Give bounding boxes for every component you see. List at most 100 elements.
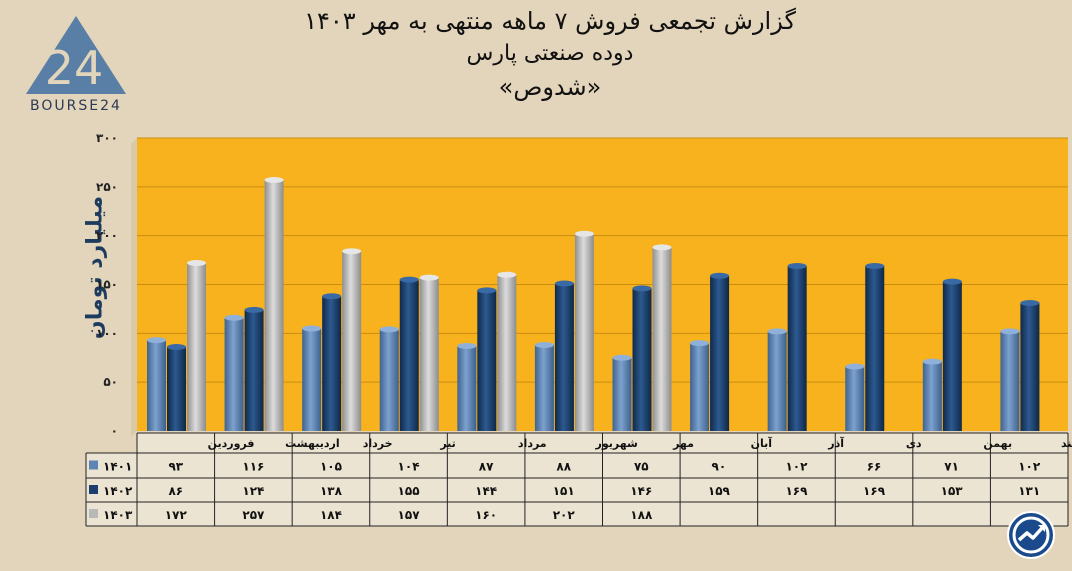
data-label: ۱۳۱ — [1018, 484, 1040, 498]
bar-1-3 — [399, 279, 419, 431]
data-label: ۱۶۹ — [863, 484, 886, 498]
bar-top-0-8 — [767, 328, 787, 335]
legend-swatch — [89, 485, 98, 494]
category-label: شهریور — [595, 437, 638, 450]
bar-top-1-0 — [167, 344, 186, 351]
bar-2-2 — [342, 251, 362, 431]
bar-top-0-7 — [690, 340, 710, 347]
bar-top-1-5 — [554, 280, 574, 287]
bar-1-1 — [244, 309, 264, 431]
data-label: ۱۶۹ — [785, 484, 808, 498]
data-label: ۱۰۴ — [398, 460, 420, 474]
data-label: ۱۱۶ — [242, 460, 264, 474]
bar-0-5 — [534, 345, 554, 431]
chart-title: گزارش تجمعی فروش ۷ ماهه منتهی به مهر ۱۴۰… — [304, 7, 796, 35]
bar-top-0-9 — [845, 363, 865, 370]
bar-top-1-6 — [632, 285, 652, 292]
series-name: ۱۴۰۳ — [103, 508, 133, 522]
bar-1-9 — [865, 265, 885, 431]
bourse24-logo: 24 BOURSE24 — [20, 14, 132, 120]
bar-0-10 — [922, 361, 942, 431]
category-label: دی — [906, 437, 922, 450]
y-tick-label: ۱۰۰ — [96, 326, 118, 340]
bar-top-0-1 — [224, 314, 244, 321]
bar-2-5 — [574, 233, 594, 431]
series-name: ۱۴۰۱ — [103, 460, 132, 474]
bar-top-1-11 — [1020, 300, 1040, 307]
category-label: فروردین — [208, 437, 255, 450]
data-label: ۱۰۲ — [1018, 460, 1041, 474]
bar-top-2-5 — [574, 230, 594, 237]
data-label: ۸۶ — [168, 484, 183, 498]
data-label: ۱۷۲ — [165, 508, 188, 522]
category-label: بهمن — [983, 437, 1012, 450]
series-name: ۱۴۰۲ — [103, 484, 133, 498]
bar-top-0-2 — [302, 325, 322, 332]
data-label: ۱۶۰ — [475, 508, 497, 522]
bar-top-0-3 — [379, 326, 399, 333]
y-axis: ۰ ۵۰ ۱۰۰ ۱۵۰ ۲۰۰ ۲۵۰ ۳۰۰ — [96, 131, 118, 438]
bar-top-2-6 — [652, 244, 672, 251]
bar-2-6 — [652, 247, 672, 431]
data-label: ۱۸۴ — [320, 508, 342, 522]
ticker-symbol: «شدوص» — [498, 73, 602, 101]
bar-top-1-7 — [710, 272, 730, 279]
bar-1-7 — [710, 275, 730, 431]
bars — [147, 176, 1040, 431]
bar-0-7 — [690, 343, 710, 431]
bar-2-0 — [187, 263, 206, 431]
legend-swatch — [89, 460, 98, 470]
bar-top-1-9 — [865, 262, 885, 269]
data-label: ۱۲۴ — [242, 484, 264, 498]
data-label: ۱۴۴ — [475, 484, 497, 498]
bar-top-2-3 — [419, 274, 439, 281]
bar-0-6 — [612, 357, 632, 431]
bar-top-0-5 — [534, 342, 554, 349]
legend-swatch — [89, 509, 98, 518]
y-tick-label: ۲۵۰ — [96, 180, 118, 194]
data-label: ۱۵۱ — [553, 484, 575, 498]
bar-1-8 — [787, 265, 807, 431]
bar-top-1-8 — [787, 262, 807, 269]
logo-mark: 24 — [45, 41, 104, 95]
bar-1-10 — [942, 281, 962, 431]
data-label: ۱۵۳ — [941, 484, 964, 498]
plot-side-wall — [131, 138, 137, 437]
bar-1-6 — [632, 288, 652, 431]
bar-top-1-10 — [942, 278, 962, 285]
data-label: ۷۱ — [944, 460, 959, 474]
data-label: ۲۵۷ — [242, 508, 265, 522]
category-label: مرداد — [518, 437, 547, 450]
chart-header: گزارش تجمعی فروش ۷ ماهه منتهی به مهر ۱۴۰… — [250, 4, 850, 104]
plot-area — [131, 137, 1068, 437]
company-name: دوده صنعتی پارس — [466, 41, 634, 66]
category-label: آبان — [751, 436, 773, 450]
bar-2-1 — [264, 179, 284, 431]
bar-top-0-11 — [1000, 328, 1020, 335]
data-label: ۱۴۶ — [630, 484, 652, 498]
bar-1-11 — [1020, 303, 1040, 431]
bar-0-1 — [224, 317, 244, 431]
category-label: اردیبهشت — [285, 437, 339, 450]
category-label: مهر — [672, 437, 694, 450]
bar-0-11 — [1000, 331, 1020, 431]
data-label: ۹۳ — [168, 460, 183, 474]
y-tick-label: ۱۵۰ — [96, 278, 118, 292]
bar-0-3 — [379, 329, 399, 431]
bar-1-4 — [477, 290, 497, 431]
category-label: خرداد — [363, 437, 393, 450]
bar-top-0-0 — [147, 337, 166, 344]
y-tick-label: ۰ — [111, 424, 118, 438]
bar-top-0-10 — [922, 358, 942, 365]
y-tick-label: ۲۰۰ — [96, 229, 118, 243]
bar-top-0-6 — [612, 354, 632, 361]
data-label: ۱۰۵ — [320, 460, 342, 474]
bar-top-1-1 — [244, 306, 264, 313]
data-label: ۱۸۸ — [630, 508, 653, 522]
table-body-bg — [86, 453, 1068, 526]
bar-top-0-4 — [457, 343, 477, 350]
bar-2-4 — [497, 274, 517, 431]
bar-top-1-2 — [322, 293, 342, 300]
bar-1-2 — [322, 296, 342, 431]
